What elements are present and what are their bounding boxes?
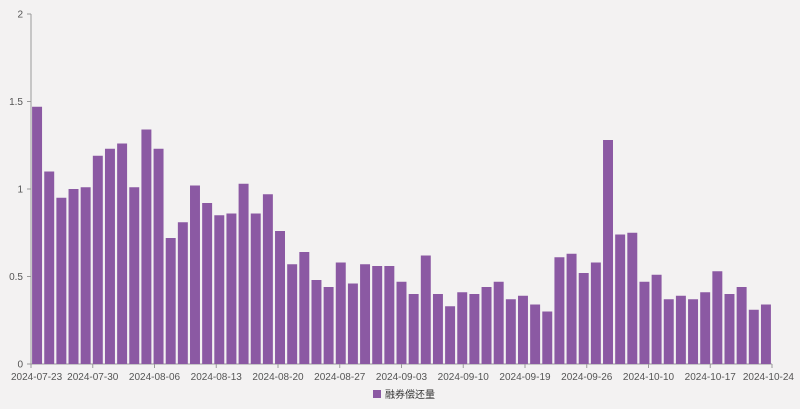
bar[interactable]: [651, 274, 662, 364]
x-tick-label: 2024-09-10: [438, 372, 490, 383]
bar[interactable]: [615, 234, 626, 365]
bar[interactable]: [153, 148, 164, 364]
bar[interactable]: [724, 294, 735, 364]
y-tick-label: 2: [17, 10, 23, 21]
bar[interactable]: [226, 213, 237, 365]
bar[interactable]: [214, 215, 225, 364]
bar[interactable]: [384, 266, 395, 364]
bar[interactable]: [517, 295, 528, 364]
x-tick-label: 2024-07-23: [11, 372, 63, 383]
y-tick-label: 0: [17, 360, 23, 371]
bar[interactable]: [712, 271, 723, 364]
bar[interactable]: [44, 171, 55, 365]
bar[interactable]: [129, 187, 140, 364]
bar[interactable]: [80, 187, 91, 364]
bar[interactable]: [177, 222, 188, 364]
bar[interactable]: [347, 283, 358, 365]
x-axis: 2024-07-23 2024-07-30 2024-08-06 2024-08-13…: [11, 363, 795, 383]
bar[interactable]: [275, 231, 285, 364]
x-tick-label: 2024-08-06: [129, 372, 181, 383]
legend-label[interactable]: 融券偿还量: [385, 388, 435, 401]
bar[interactable]: [432, 294, 443, 364]
bar[interactable]: [554, 257, 565, 364]
bar[interactable]: [56, 197, 67, 364]
bar-series: [32, 106, 771, 365]
y-tick-label: 1.5: [9, 97, 23, 108]
bar[interactable]: [688, 299, 699, 364]
x-tick-label: 2024-10-10: [623, 372, 675, 383]
bar[interactable]: [469, 294, 480, 364]
bar[interactable]: [262, 194, 273, 364]
bar[interactable]: [736, 287, 747, 364]
bar[interactable]: [760, 304, 771, 365]
y-tick-label: 0.5: [9, 272, 23, 283]
x-tick-label: 2024-10-24: [743, 372, 795, 383]
bar[interactable]: [542, 311, 553, 365]
bar[interactable]: [748, 309, 759, 364]
bar[interactable]: [238, 183, 249, 364]
x-tick-label: 2024-08-27: [314, 372, 366, 383]
bar[interactable]: [32, 106, 43, 364]
bar[interactable]: [117, 143, 128, 365]
bar[interactable]: [530, 304, 541, 365]
bar[interactable]: [104, 148, 115, 364]
bar[interactable]: [420, 255, 431, 365]
bar[interactable]: [287, 264, 298, 364]
bar[interactable]: [505, 299, 516, 364]
x-tick-label: 2024-09-19: [499, 372, 551, 383]
bar[interactable]: [481, 287, 492, 364]
bar[interactable]: [457, 292, 468, 364]
bar[interactable]: [311, 280, 322, 364]
bar[interactable]: [408, 294, 419, 364]
legend[interactable]: 融券偿还量: [373, 388, 435, 401]
bar[interactable]: [141, 129, 152, 365]
bar[interactable]: [92, 155, 103, 364]
bar[interactable]: [493, 281, 504, 364]
bar[interactable]: [202, 203, 213, 364]
bar[interactable]: [627, 232, 638, 364]
bar[interactable]: [590, 262, 601, 365]
x-tick-label: 2024-07-30: [67, 372, 119, 383]
bar[interactable]: [68, 189, 79, 364]
bar[interactable]: [639, 281, 650, 364]
bar[interactable]: [700, 292, 711, 364]
bar[interactable]: [663, 299, 674, 364]
x-tick-label: 2024-09-03: [376, 372, 428, 383]
bar[interactable]: [165, 238, 176, 364]
bar[interactable]: [372, 266, 383, 364]
bar[interactable]: [360, 264, 371, 364]
bar[interactable]: [250, 213, 261, 365]
bar[interactable]: [190, 185, 200, 365]
bar[interactable]: [566, 253, 577, 364]
bar[interactable]: [323, 287, 334, 364]
bar[interactable]: [603, 140, 613, 364]
x-tick-label: 2024-08-20: [252, 372, 304, 383]
x-tick-label: 2024-08-13: [191, 372, 243, 383]
bar[interactable]: [578, 273, 589, 364]
legend-swatch[interactable]: [373, 390, 381, 398]
bar[interactable]: [396, 281, 407, 364]
bar[interactable]: [335, 262, 346, 365]
x-tick-label: 2024-09-26: [561, 372, 613, 383]
x-tick-label: 2024-10-17: [685, 372, 737, 383]
bar[interactable]: [675, 295, 686, 364]
y-axis: 0 0.5 1 1.5 2: [9, 10, 32, 371]
y-tick-label: 1: [17, 185, 23, 196]
bar[interactable]: [445, 306, 456, 364]
bar[interactable]: [299, 252, 310, 364]
